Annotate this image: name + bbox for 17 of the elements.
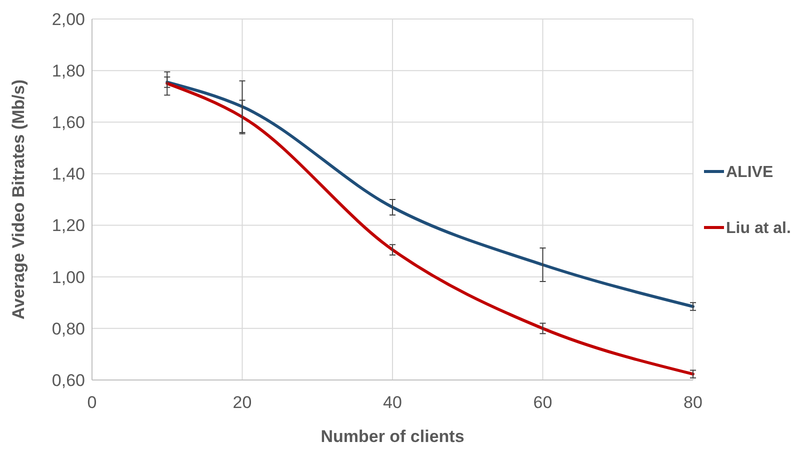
y-tick-label: 0,60 (52, 370, 85, 390)
y-tick-label: 1,80 (52, 62, 85, 81)
y-tick-label: 1,60 (52, 113, 85, 132)
y-tick-label: 1,00 (52, 268, 85, 287)
legend-label: Liu at al. (726, 220, 791, 238)
x-axis-title: Number of clients (320, 427, 464, 446)
y-tick-label: 1,40 (52, 164, 85, 184)
legend-label: ALIVE (726, 164, 774, 182)
y-tick-label: 1,20 (52, 216, 85, 236)
x-tick-label: 60 (533, 393, 552, 412)
x-tick-label: 80 (684, 393, 702, 412)
y-tick-label: 0,80 (52, 319, 85, 338)
x-tick-label: 40 (383, 393, 402, 412)
y-axis-title: Average Video Bitrates (Mb/s) (9, 80, 28, 320)
x-tick-label: 20 (232, 393, 252, 412)
x-tick-label: 0 (87, 393, 97, 412)
y-tick-label: 2,00 (52, 10, 85, 29)
